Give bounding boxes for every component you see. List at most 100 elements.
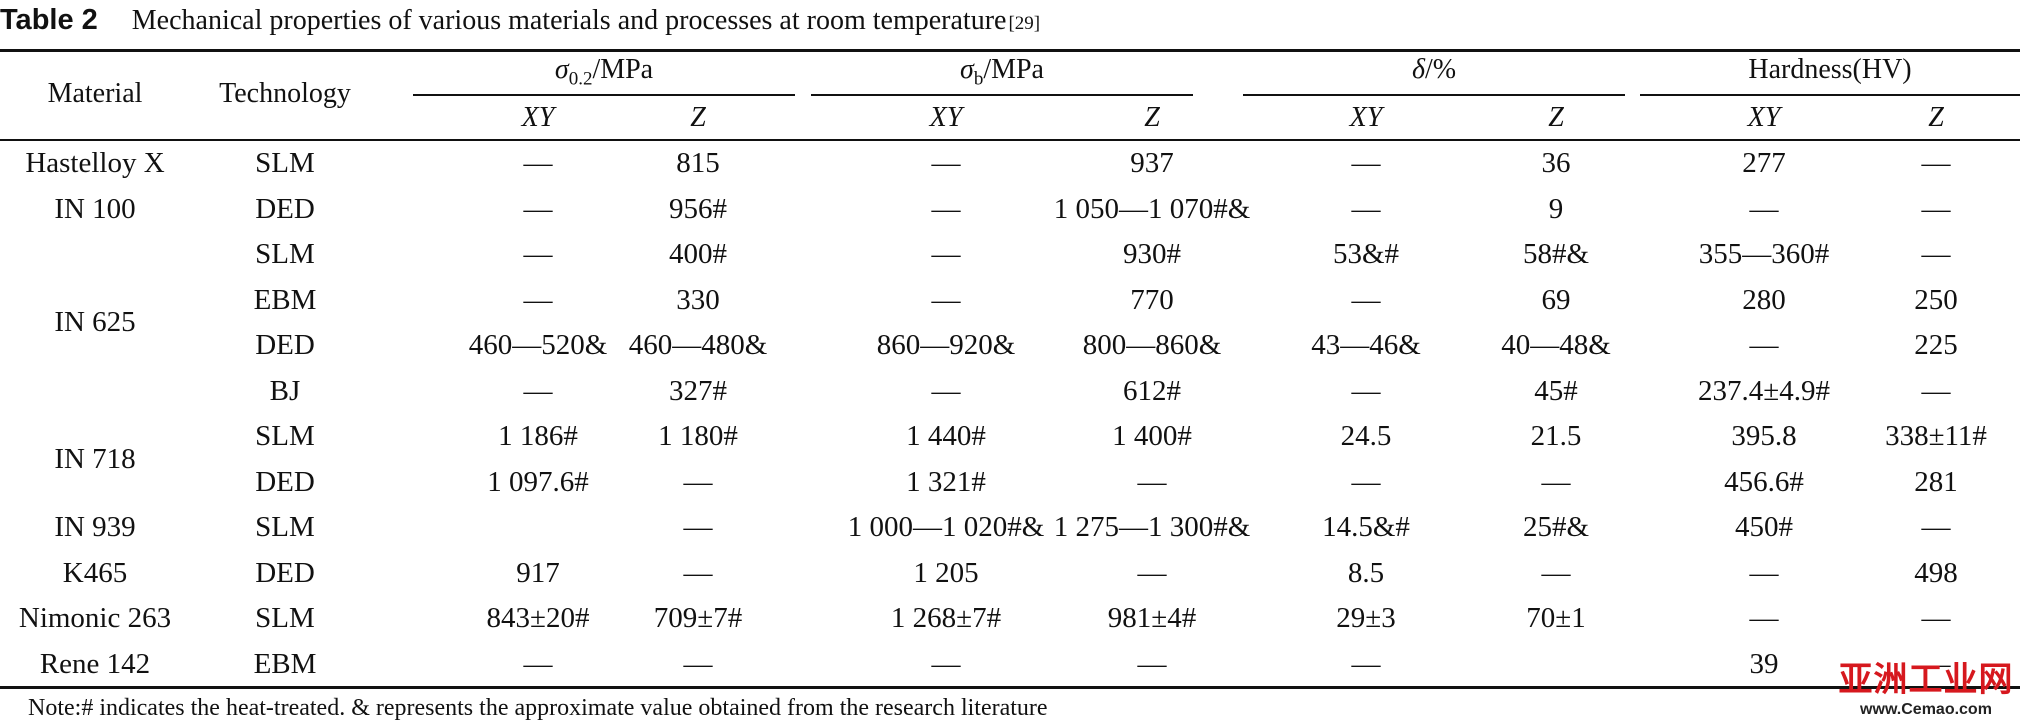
- value-cell: —: [523, 147, 553, 179]
- technology-cell: DED: [255, 465, 315, 498]
- header-rule: [0, 139, 2020, 141]
- value-cell: —: [931, 647, 961, 680]
- watermark-logo: 亚洲工业网 www.Cemao.com: [1838, 660, 2014, 724]
- technology-cell: SLM: [255, 238, 315, 270]
- table-caption: Table 2 Mechanical properties of various…: [0, 4, 1040, 50]
- material-cell: IN 100: [54, 192, 136, 225]
- technology-cell: SLM: [255, 420, 315, 452]
- value-cell: 815: [676, 147, 720, 179]
- table-note: Note:# indicates the heat-treated. & rep…: [28, 695, 1048, 721]
- header-tensile-strength: σb/MPa: [960, 54, 1044, 90]
- top-rule: [0, 49, 2020, 52]
- value-cell: —: [1921, 147, 1951, 179]
- group-underline-hardness: [1640, 94, 2020, 96]
- value-cell: 498: [1914, 556, 1958, 589]
- technology-cell: EBM: [253, 647, 317, 680]
- technology-cell: DED: [255, 192, 315, 225]
- table-number: Table 2: [0, 4, 98, 36]
- value-cell: 330: [676, 283, 720, 316]
- value-cell: 58#&: [1522, 238, 1590, 270]
- value-cell: [1451, 642, 1661, 686]
- value-cell: 25#&: [1522, 511, 1590, 543]
- subcolumn-header: Z: [1548, 102, 1564, 133]
- subcolumn-header: Z: [1144, 102, 1160, 133]
- value-cell: —: [1137, 647, 1167, 680]
- subcolumn-header: XY: [1747, 102, 1781, 133]
- value-cell: 709±7#: [653, 602, 743, 634]
- value-cell: —: [1351, 283, 1381, 316]
- group-underline-elongation: [1243, 94, 1625, 96]
- material-cell: IN 625: [54, 306, 136, 339]
- value-cell: 280: [1742, 283, 1786, 316]
- value-cell: 917: [516, 556, 560, 589]
- value-cell: 43—46&: [1311, 329, 1421, 361]
- subcolumn-header: XY: [1349, 102, 1383, 133]
- header-yield-strength: σ0.2/MPa: [554, 54, 654, 90]
- value-cell: —: [1351, 374, 1381, 407]
- technology-cell: EBM: [253, 283, 317, 316]
- value-cell: 36: [1541, 147, 1571, 179]
- value-cell: —: [683, 556, 713, 589]
- value-cell: 355—360#: [1698, 238, 1830, 270]
- bottom-rule: [0, 686, 2020, 689]
- value-cell: —: [523, 238, 553, 270]
- value-cell: 1 400#: [1112, 420, 1192, 452]
- material-cell: IN 939: [54, 511, 136, 543]
- value-cell: 281: [1914, 465, 1958, 498]
- value-cell: —: [1749, 556, 1779, 589]
- technology-cell: SLM: [255, 602, 315, 634]
- value-cell: —: [1921, 192, 1951, 225]
- group-underline-tensile: [811, 94, 1193, 96]
- value-cell: —: [1921, 238, 1951, 270]
- value-cell: —: [683, 465, 713, 498]
- material-cell: K465: [62, 556, 128, 589]
- value-cell: 39: [1749, 647, 1779, 680]
- value-cell: —: [1137, 556, 1167, 589]
- value-cell: —: [1351, 647, 1381, 680]
- value-cell: 1 186#: [498, 420, 578, 452]
- value-cell: 1 050—1 070#&: [1053, 192, 1251, 225]
- value-cell: —: [1351, 465, 1381, 498]
- value-cell: 29±3: [1336, 602, 1396, 634]
- value-cell: —: [1541, 556, 1571, 589]
- value-cell: 69: [1541, 283, 1571, 316]
- value-cell: 40—48&: [1501, 329, 1611, 361]
- value-cell: —: [931, 147, 961, 179]
- value-cell: 1 000—1 020#&: [847, 511, 1045, 543]
- value-cell: —: [523, 374, 553, 407]
- value-cell: 14.5&#: [1322, 511, 1410, 543]
- material-cell: IN 718: [54, 442, 136, 475]
- value-cell: 9: [1548, 192, 1564, 225]
- value-cell: 237.4±4.9#: [1698, 374, 1830, 407]
- technology-cell: DED: [255, 329, 315, 361]
- value-cell: 70±1: [1526, 602, 1586, 634]
- technology-cell: SLM: [255, 147, 315, 179]
- value-cell: 612#: [1123, 374, 1181, 407]
- subcolumn-header: Z: [1928, 102, 1944, 133]
- value-cell: 1 205: [913, 556, 979, 589]
- value-cell: 843±20#: [486, 602, 590, 634]
- watermark-text: 亚洲工业网: [1838, 660, 2014, 700]
- value-cell: 456.6#: [1724, 465, 1804, 498]
- value-cell: —: [1137, 465, 1167, 498]
- value-cell: —: [931, 283, 961, 316]
- subcolumn-header: XY: [929, 102, 963, 133]
- value-cell: 395.8: [1731, 420, 1797, 452]
- value-cell: 277: [1742, 147, 1786, 179]
- value-cell: 400#: [669, 238, 727, 270]
- group-underline-yield: [413, 94, 795, 96]
- material-cell: Nimonic 263: [18, 602, 172, 634]
- value-cell: 338±11#: [1885, 420, 1987, 452]
- value-cell: 450#: [1735, 511, 1793, 543]
- value-cell: 800—860&: [1082, 329, 1222, 361]
- value-cell: 225: [1914, 329, 1958, 361]
- value-cell: —: [1541, 465, 1571, 498]
- value-cell: —: [523, 192, 553, 225]
- value-cell: 24.5: [1340, 420, 1392, 452]
- watermark-url: www.Cemao.com: [1860, 701, 1992, 718]
- subcolumn-header: XY: [521, 102, 555, 133]
- value-cell: 930#: [1123, 238, 1181, 270]
- value-cell: 1 180#: [658, 420, 738, 452]
- value-cell: 1 097.6#: [487, 465, 589, 498]
- header-hardness: Hardness(HV): [1748, 54, 1912, 85]
